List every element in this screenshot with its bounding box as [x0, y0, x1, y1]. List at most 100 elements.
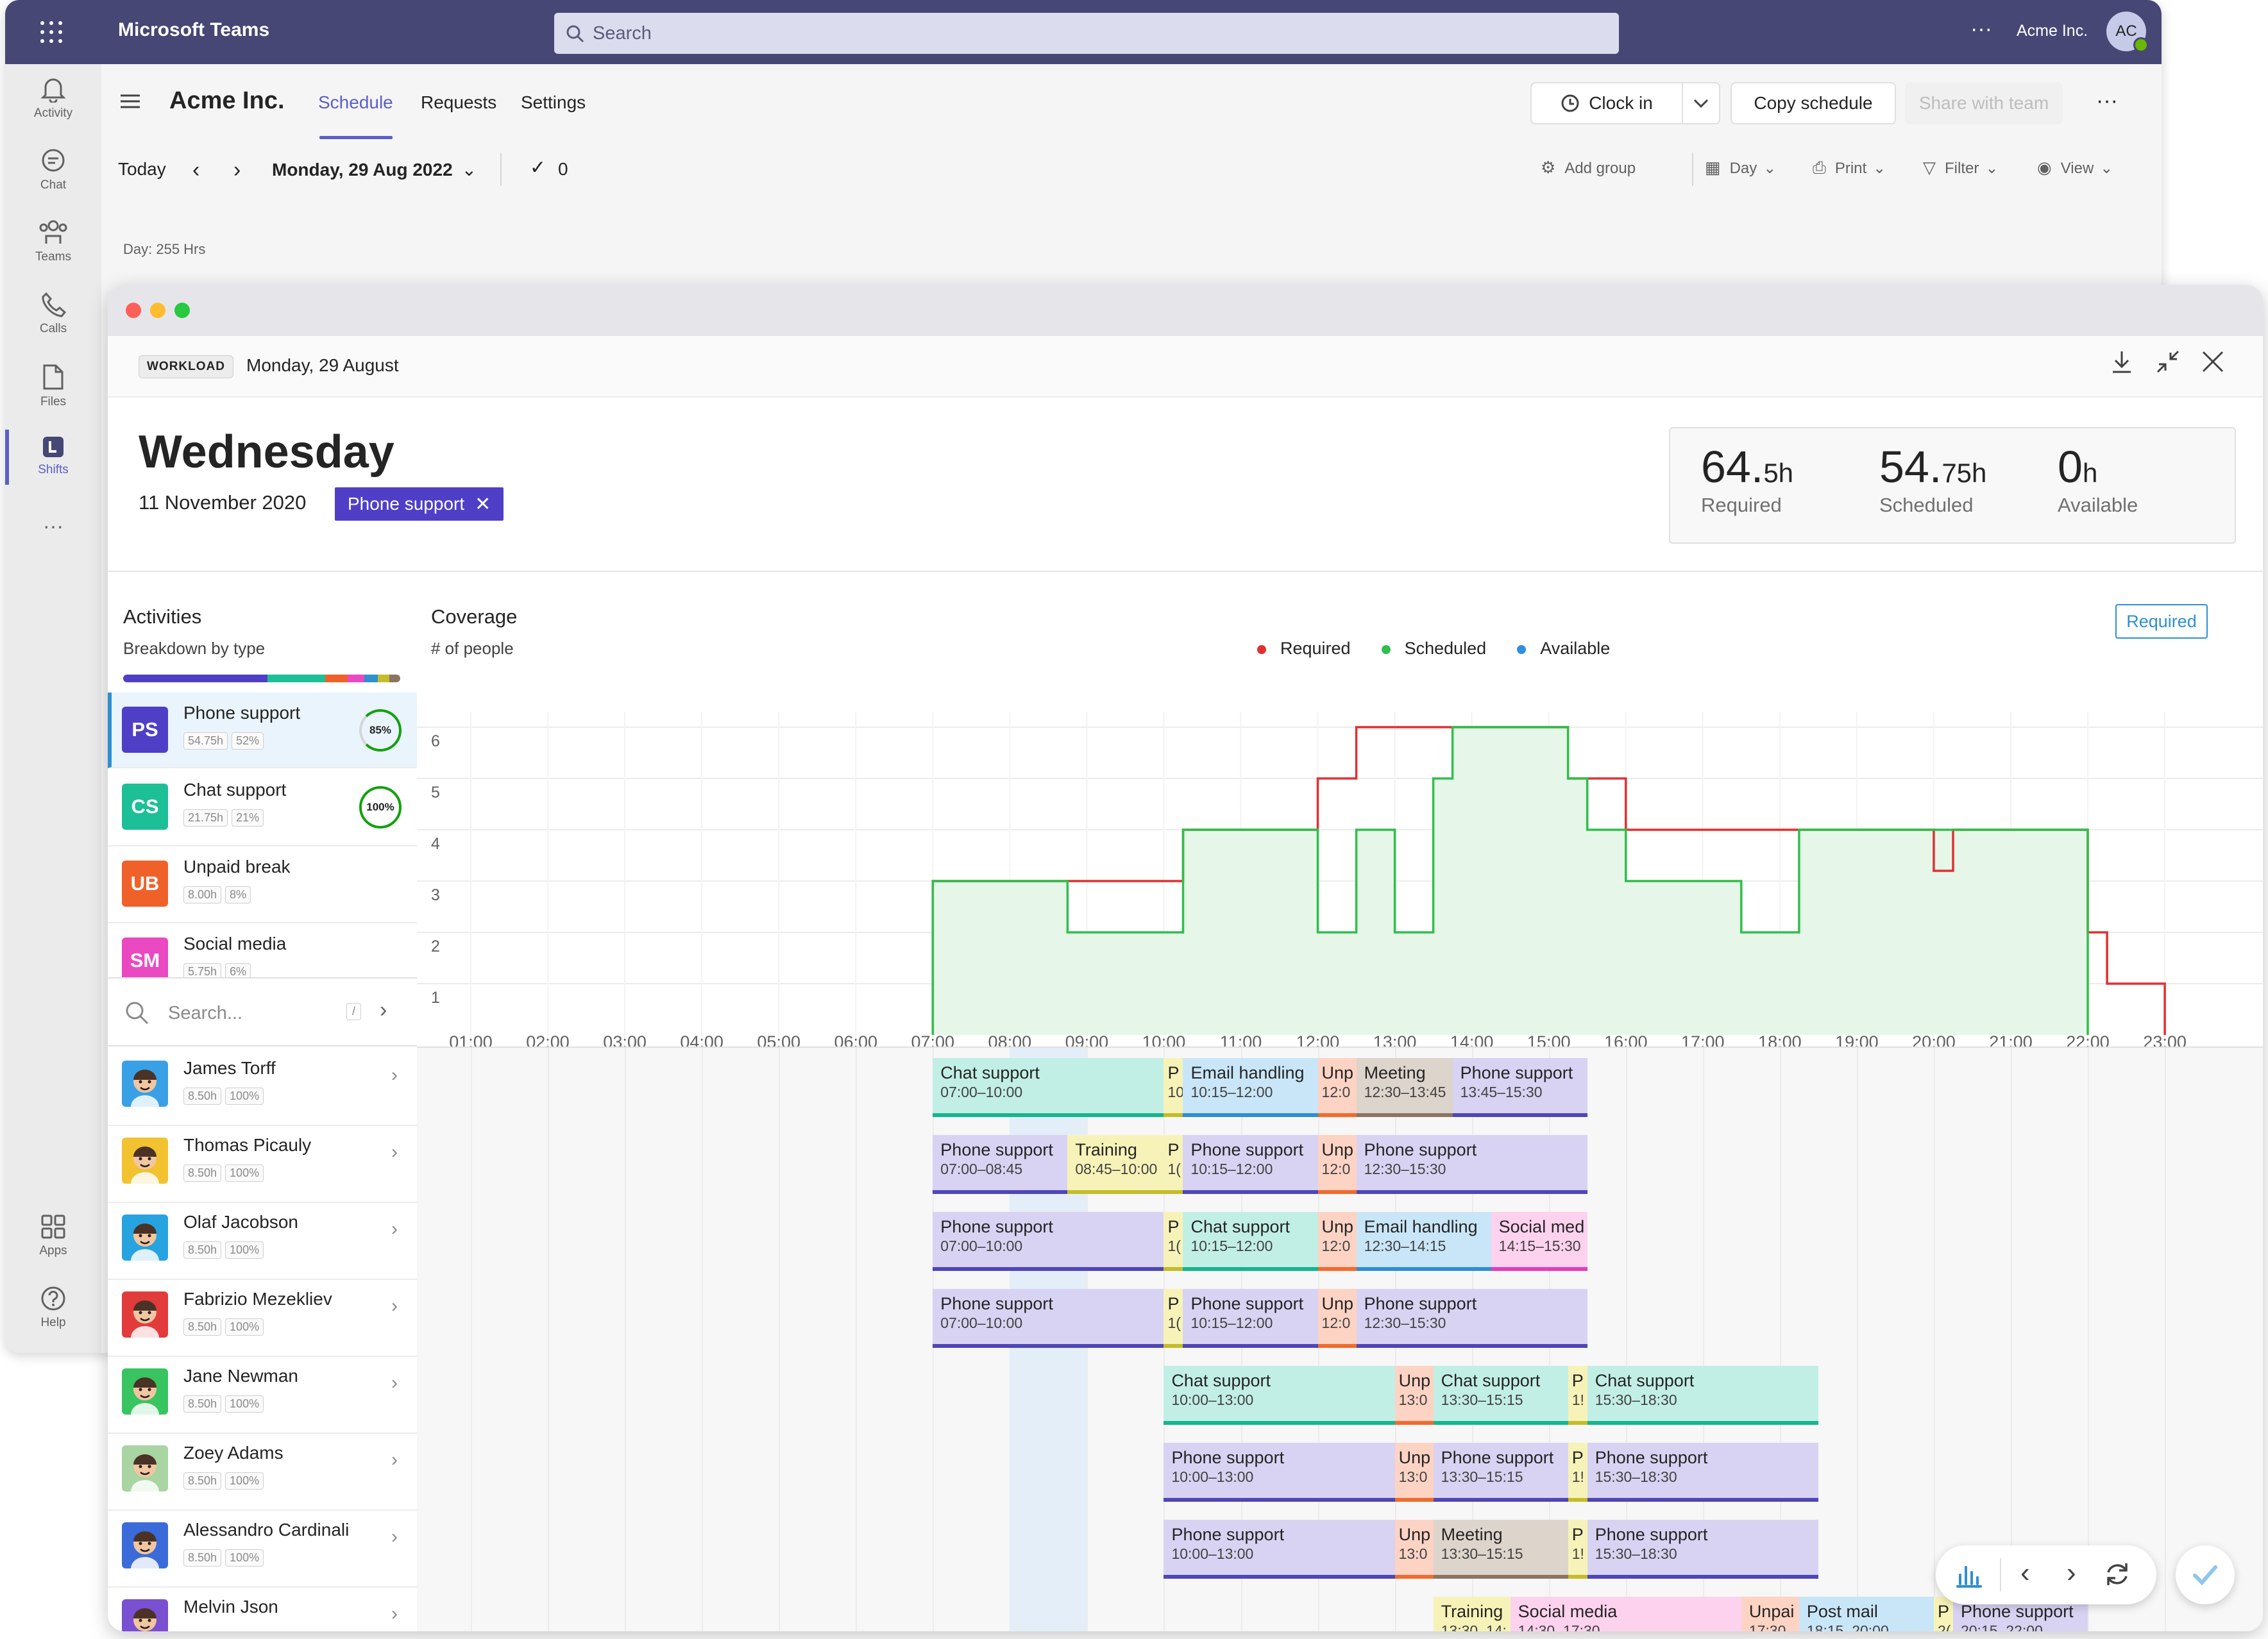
chevron-right-icon[interactable]: ›: [391, 1603, 398, 1624]
more-options-icon[interactable]: ···: [2096, 88, 2118, 113]
activity-unpaid-break[interactable]: UB Unpaid break 8.00h 8%: [108, 846, 417, 923]
refresh-icon[interactable]: [2103, 1559, 2132, 1592]
confirm-button[interactable]: [2176, 1545, 2235, 1604]
shift-block[interactable]: Meeting 13:30–15:15: [1433, 1520, 1568, 1579]
person-row[interactable]: James Torff 8.50h 100% ›: [108, 1048, 417, 1126]
shift-block[interactable]: Phone support 13:45–15:30: [1452, 1058, 1587, 1117]
close-icon[interactable]: [2201, 350, 2224, 376]
shift-block[interactable]: Chat support 10:00–13:00: [1164, 1366, 1395, 1425]
shift-block[interactable]: Unp 13:0: [1394, 1443, 1434, 1502]
shift-block[interactable]: Email handling 12:30–14:15: [1356, 1212, 1491, 1271]
shift-block[interactable]: Post mail 18:15–20:00: [1798, 1597, 1934, 1631]
shift-block[interactable]: Phone support 12:30–15:30: [1356, 1289, 1587, 1348]
chevron-right-icon[interactable]: ›: [391, 1372, 398, 1393]
shift-block[interactable]: P 1(: [1164, 1289, 1183, 1348]
person-row[interactable]: Melvin Json ›: [108, 1586, 417, 1631]
rail-calls[interactable]: Calls: [5, 291, 101, 336]
shift-block[interactable]: P 1(: [1164, 1135, 1183, 1194]
shift-block[interactable]: Phone support 12:30–15:30: [1356, 1135, 1587, 1194]
shift-block[interactable]: Phone support 07:00–10:00: [933, 1289, 1164, 1348]
shift-block[interactable]: Meeting 12:30–13:45: [1356, 1058, 1453, 1117]
shift-block[interactable]: Training 13:30–14:: [1433, 1597, 1511, 1631]
shift-block[interactable]: P 1(: [1164, 1212, 1183, 1271]
shift-block[interactable]: P 1!: [1568, 1443, 1587, 1502]
person-row[interactable]: Jane Newman 8.50h 100% ›: [108, 1356, 417, 1434]
shift-block[interactable]: Unp 12:0: [1317, 1058, 1357, 1117]
download-icon[interactable]: [2110, 349, 2133, 378]
filter-chip[interactable]: Phone support ✕: [335, 487, 504, 521]
tab-requests[interactable]: Requests: [421, 92, 497, 112]
app-launcher-icon[interactable]: [38, 19, 64, 45]
shift-block[interactable]: Chat support 07:00–10:00: [933, 1058, 1164, 1117]
chevron-right-icon[interactable]: ›: [391, 1064, 398, 1086]
rail-more-icon[interactable]: ···: [43, 514, 63, 537]
add-group-button[interactable]: ⚙ Add group: [1541, 158, 1636, 178]
shift-block[interactable]: Social media 14:30–17:30: [1510, 1597, 1741, 1631]
chevron-right-icon[interactable]: ›: [391, 1218, 398, 1240]
shift-block[interactable]: Phone support 10:00–13:00: [1164, 1520, 1395, 1579]
remove-filter-icon[interactable]: ✕: [475, 493, 491, 515]
chevron-right-icon[interactable]: ›: [391, 1449, 398, 1470]
close-window-dot[interactable]: [126, 303, 141, 318]
person-row[interactable]: Thomas Picauly 8.50h 100% ›: [108, 1125, 417, 1203]
rail-apps[interactable]: Apps: [5, 1213, 101, 1258]
day-view-button[interactable]: ▦ Day ⌄: [1705, 158, 1776, 178]
shift-block[interactable]: Chat support 10:15–12:00: [1183, 1212, 1318, 1271]
shift-block[interactable]: Unp 12:0: [1317, 1135, 1357, 1194]
more-icon[interactable]: ···: [1970, 17, 1992, 41]
shift-block[interactable]: Unp 13:0: [1394, 1520, 1434, 1579]
shift-block[interactable]: Phone support 10:15–12:00: [1183, 1289, 1318, 1348]
checkmark-icon[interactable]: ✓: [530, 157, 546, 178]
required-toggle-button[interactable]: Required: [2115, 604, 2208, 639]
person-row[interactable]: Olaf Jacobson 8.50h 100% ›: [108, 1202, 417, 1280]
chart-icon[interactable]: [1955, 1561, 1983, 1592]
global-search[interactable]: Search: [554, 13, 1619, 54]
activity-social-media[interactable]: SM Social media 5.75h 6%: [108, 923, 417, 979]
filter-button[interactable]: ▽ Filter ⌄: [1923, 158, 1998, 178]
chevron-right-icon[interactable]: ›: [391, 1526, 398, 1547]
rail-help[interactable]: Help: [5, 1285, 101, 1330]
rail-files[interactable]: Files: [5, 363, 101, 409]
activity-chat-support[interactable]: CS Chat support 21.75h 21% 100%: [108, 769, 417, 846]
person-row[interactable]: Fabrizio Mezekliev 8.50h 100% ›: [108, 1279, 417, 1357]
rail-chat[interactable]: Chat: [5, 147, 101, 192]
shift-block[interactable]: Email handling 10:15–12:00: [1183, 1058, 1318, 1117]
maximize-window-dot[interactable]: [174, 303, 190, 318]
shift-block[interactable]: P 1!: [1568, 1520, 1587, 1579]
shift-block[interactable]: Phone support 10:00–13:00: [1164, 1443, 1395, 1502]
shift-block[interactable]: Chat support 15:30–18:30: [1587, 1366, 1818, 1425]
prev-day-icon[interactable]: ‹: [192, 158, 200, 182]
chevron-right-icon[interactable]: ›: [391, 1295, 398, 1316]
shift-block[interactable]: Unpai 17:30: [1741, 1597, 1799, 1631]
shift-block[interactable]: Training 08:45–10:00: [1067, 1135, 1164, 1194]
today-button[interactable]: Today: [118, 159, 166, 179]
view-button[interactable]: ◉ View ⌄: [2037, 158, 2113, 178]
chevron-right-icon[interactable]: ›: [391, 1141, 398, 1163]
hamburger-icon[interactable]: [121, 94, 140, 109]
tab-settings[interactable]: Settings: [521, 92, 586, 112]
activity-phone-support[interactable]: PS Phone support 54.75h 52% 85%: [108, 693, 417, 768]
people-search[interactable]: Search... / ›: [108, 977, 417, 1046]
copy-schedule-button[interactable]: Copy schedule: [1731, 82, 1896, 124]
rail-teams[interactable]: Teams: [5, 219, 101, 264]
clock-in-button[interactable]: Clock in: [1530, 82, 1683, 124]
minimize-icon[interactable]: [2155, 349, 2181, 378]
tab-schedule[interactable]: Schedule: [318, 92, 393, 112]
next-day-icon[interactable]: ›: [233, 158, 241, 182]
shift-block[interactable]: Phone support 15:30–18:30: [1587, 1443, 1818, 1502]
shift-block[interactable]: Phone support 07:00–08:45: [933, 1135, 1068, 1194]
shift-block[interactable]: Unp 12:0: [1317, 1289, 1357, 1348]
shift-block[interactable]: Phone support 15:30–18:30: [1587, 1520, 1818, 1579]
rail-shifts[interactable]: Shifts: [5, 430, 101, 485]
shift-block[interactable]: Phone support 07:00–10:00: [933, 1212, 1164, 1271]
minimize-window-dot[interactable]: [150, 303, 165, 318]
person-row[interactable]: Alessandro Cardinali 8.50h 100% ›: [108, 1509, 417, 1588]
chevron-right-icon[interactable]: ›: [380, 998, 387, 1022]
shift-block[interactable]: Unp 13:0: [1394, 1366, 1434, 1425]
rail-activity[interactable]: Activity: [5, 76, 101, 121]
shift-block[interactable]: Phone support 10:15–12:00: [1183, 1135, 1318, 1194]
date-picker[interactable]: Monday, 29 Aug 2022 ⌄: [272, 159, 477, 180]
shift-block[interactable]: Social med 14:15–15:30: [1491, 1212, 1587, 1271]
shift-block[interactable]: P 10: [1164, 1058, 1183, 1117]
chevron-left-icon[interactable]: ‹: [2020, 1557, 2030, 1588]
